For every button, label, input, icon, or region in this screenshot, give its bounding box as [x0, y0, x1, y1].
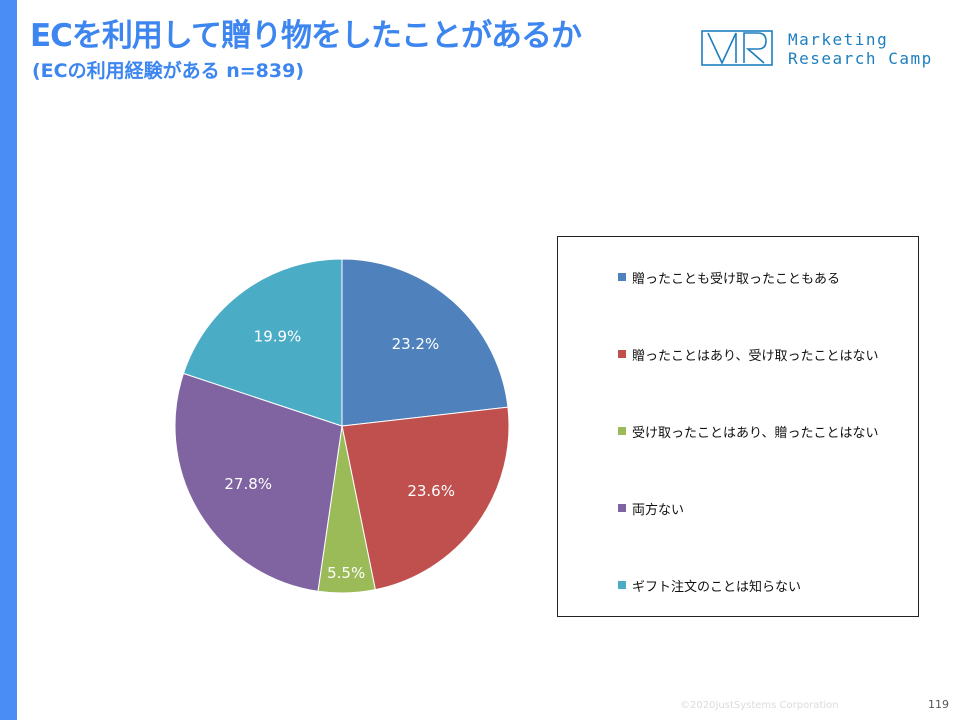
page-subtitle: (ECの利用経験がある n=839): [32, 60, 305, 82]
pie-slice-1: [341, 406, 510, 591]
slice-label-0: 23.2%: [392, 335, 440, 353]
legend-item-3: 両方ない: [618, 499, 685, 518]
legend-item-0: 贈ったことも受け取ったこともある: [618, 268, 841, 287]
mrc-logo-mark-icon: [701, 30, 773, 66]
brand-line-1: Marketing: [788, 30, 889, 49]
slice-label-3: 27.8%: [224, 475, 272, 493]
legend-label-4: ギフト注文のことは知らない: [632, 579, 802, 595]
legend-label-2: 受け取ったことはあり、贈ったことはない: [632, 425, 879, 441]
legend-swatch-2: [618, 427, 626, 435]
brand-name: Marketing Research Camp: [788, 30, 933, 68]
legend-swatch-1: [618, 350, 626, 358]
side-accent-bar: [0, 0, 17, 720]
legend-swatch-3: [618, 504, 626, 512]
legend-item-4: ギフト注文のことは知らない: [618, 576, 802, 595]
page-number: 119: [928, 698, 949, 711]
slice-label-2: 5.5%: [327, 564, 365, 582]
brand-logo: Marketing Research Camp: [700, 28, 950, 70]
legend-label-3: 両方ない: [632, 502, 685, 518]
pie-slice-0: [341, 258, 509, 427]
chart-legend: 贈ったことも受け取ったこともある贈ったことはあり、受け取ったことはない 受け取った…: [557, 236, 919, 617]
legend-item-2: 受け取ったことはあり、贈ったことはない: [618, 422, 879, 441]
legend-label-1: 贈ったことはあり、受け取ったことはない: [632, 348, 879, 364]
brand-line-2: Research Camp: [788, 49, 933, 68]
legend-item-1: 贈ったことはあり、受け取ったことはない: [618, 345, 879, 364]
pie-slice-4: [182, 258, 343, 427]
legend-label-0: 贈ったことも受け取ったこともある: [632, 271, 841, 287]
slice-label-4: 19.9%: [254, 328, 302, 346]
legend-swatch-4: [618, 581, 626, 589]
copyright-text: ©2020JustSystems Corporation: [680, 700, 839, 711]
page-title: ECを利用して贈り物をしたことがあるか: [30, 18, 582, 54]
pie-slice-3: [174, 372, 343, 592]
slice-label-1: 23.6%: [407, 482, 455, 500]
legend-swatch-0: [618, 273, 626, 281]
